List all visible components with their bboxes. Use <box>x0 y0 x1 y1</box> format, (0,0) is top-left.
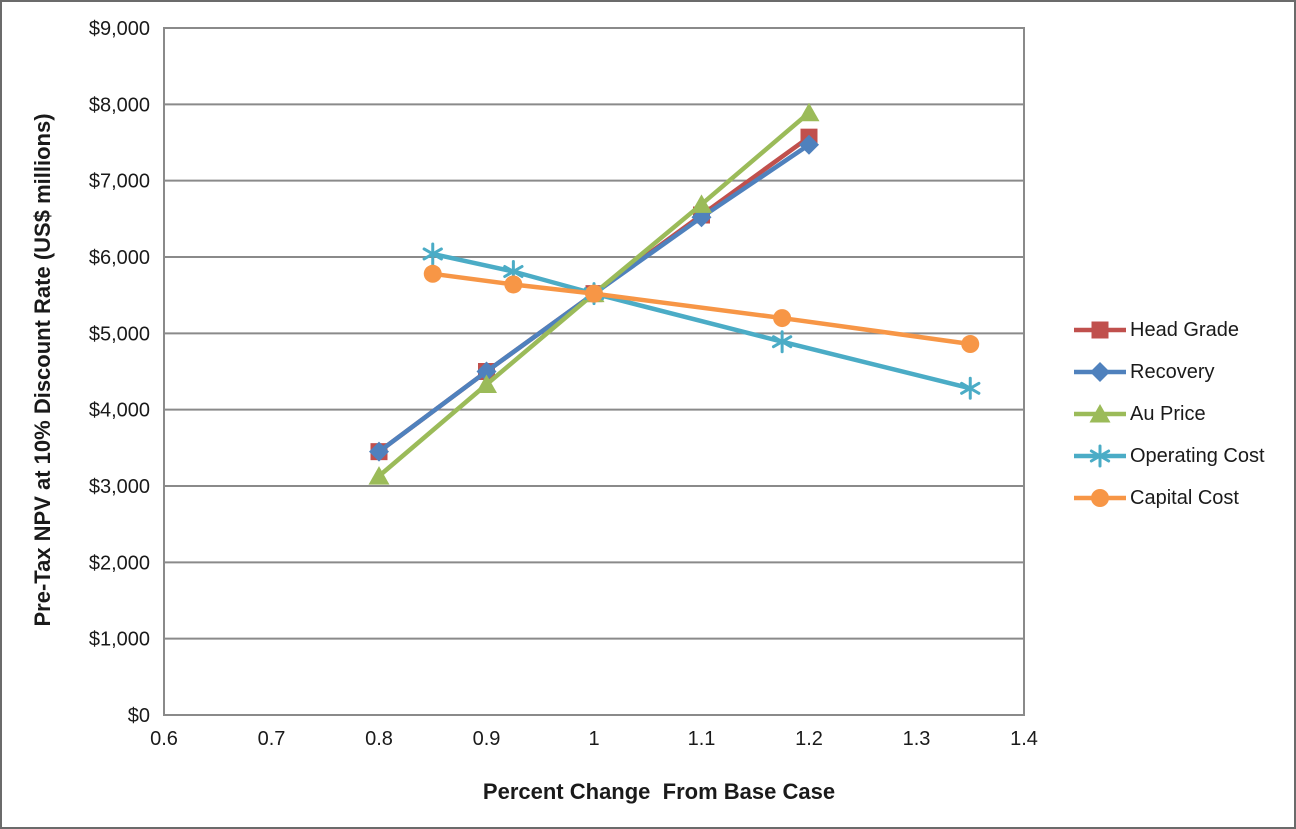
legend-marker-shape <box>1089 404 1111 423</box>
y-tick-label: $6,000 <box>89 247 150 269</box>
x-tick-label: 1 <box>588 728 599 750</box>
data-point-capital-cost <box>585 284 603 303</box>
x-tick-label: 0.6 <box>150 728 178 750</box>
legend-marker-shape <box>1089 444 1111 468</box>
legend-marker-head-grade-icon <box>1074 321 1126 339</box>
data-point-operating-cost <box>960 376 981 400</box>
data-point-recovery <box>369 441 389 462</box>
y-tick-label: $7,000 <box>89 171 150 193</box>
x-tick-label: 0.7 <box>258 728 286 750</box>
data-point-au-price <box>368 466 390 485</box>
data-point-capital-cost <box>423 264 442 283</box>
x-tick-label: 1.1 <box>688 728 716 750</box>
y-tick-label: $4,000 <box>89 400 150 422</box>
y-tick-label: $0 <box>128 705 150 727</box>
data-point-au-price <box>798 102 820 122</box>
legend-item-head-grade: Head Grade <box>1073 318 1265 342</box>
legend-marker-recovery-icon <box>1074 362 1126 382</box>
legend-label: Head Grade <box>1130 318 1239 341</box>
x-tick-label: 1.4 <box>1010 728 1038 750</box>
legend-item-operating-cost: Operating Cost <box>1073 444 1265 468</box>
legend-marker-operating-cost-icon <box>1074 444 1126 468</box>
data-point-au-price <box>476 374 497 393</box>
data-point-recovery <box>799 134 819 155</box>
legend-marker-au-price-icon <box>1074 404 1126 423</box>
plot-border <box>163 27 1025 716</box>
data-point-recovery <box>476 361 497 382</box>
legend-label: Operating Cost <box>1130 444 1265 467</box>
legend-label: Recovery <box>1130 360 1215 383</box>
legend-item-recovery: Recovery <box>1073 360 1265 384</box>
legend-item-au-price: Au Price <box>1073 402 1265 426</box>
y-tick-label: $5,000 <box>89 323 150 345</box>
y-tick-label: $1,000 <box>89 629 150 651</box>
data-point-capital-cost <box>961 335 980 354</box>
legend-marker-shape <box>1091 321 1109 339</box>
x-tick-label: 0.9 <box>473 728 501 750</box>
x-tick-label: 1.3 <box>903 728 931 750</box>
data-point-capital-cost <box>773 309 792 328</box>
data-point-au-price <box>691 194 712 213</box>
legend-marker-shape <box>1090 362 1110 382</box>
y-tick-label: $3,000 <box>89 476 150 498</box>
y-tick-label: $9,000 <box>89 18 150 40</box>
chart-legend: Head Grade Recovery Au Price Operating Cost… <box>1073 318 1265 510</box>
x-tick-label: 1.2 <box>795 728 823 750</box>
legend-marker-shape <box>1091 489 1109 507</box>
legend-marker-capital-cost-icon <box>1074 489 1126 507</box>
legend-item-capital-cost: Capital Cost <box>1073 486 1265 510</box>
x-tick-label: 0.8 <box>365 728 393 750</box>
data-point-operating-cost <box>771 330 793 354</box>
legend-label: Au Price <box>1130 402 1206 425</box>
x-axis-title: Percent Change From Base Case <box>482 779 836 804</box>
y-tick-label: $2,000 <box>89 552 150 574</box>
y-axis-title: Pre-Tax NPV at 10% Discount Rate (US$ mi… <box>30 113 55 627</box>
legend-label: Capital Cost <box>1130 486 1239 509</box>
data-point-capital-cost <box>504 275 523 294</box>
data-point-operating-cost <box>422 242 443 266</box>
y-tick-label: $8,000 <box>89 94 150 116</box>
